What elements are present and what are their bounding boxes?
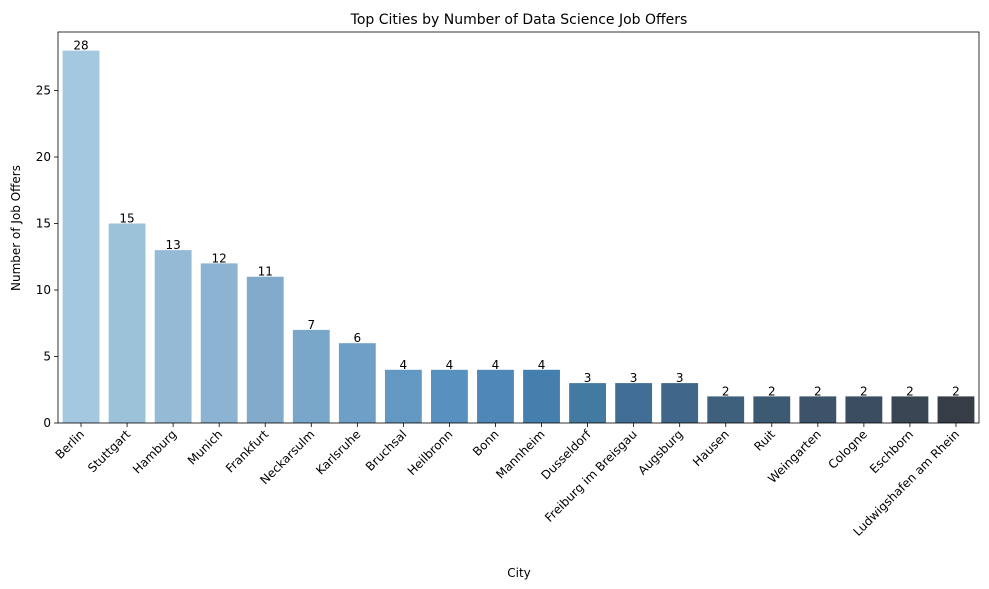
y-axis-label: Number of Job Offers: [9, 165, 23, 291]
x-tick-label: Eschborn: [867, 427, 916, 476]
bar: [937, 396, 975, 423]
bar: [477, 369, 514, 423]
data-label: 6: [353, 331, 361, 345]
y-tick-label: 20: [36, 150, 51, 164]
data-label: 2: [906, 384, 914, 398]
data-label: 4: [400, 358, 408, 372]
x-tick-label: Munich: [185, 427, 225, 467]
bar: [891, 396, 929, 423]
y-tick-label: 5: [43, 350, 51, 364]
x-tick-label: Hamburg: [130, 427, 179, 476]
bar: [384, 369, 422, 423]
data-label: 2: [860, 384, 868, 398]
x-tick-label: Heilbronn: [405, 427, 456, 478]
bar: [292, 329, 330, 423]
data-label: 3: [584, 371, 592, 385]
x-tick-label: Bruchsal: [363, 427, 410, 474]
bar: [431, 369, 468, 423]
bar: [246, 276, 284, 423]
x-tick-label: Ruit: [751, 427, 778, 454]
bar: [523, 369, 560, 423]
data-label: 3: [630, 371, 638, 385]
bar: [62, 50, 100, 424]
data-label: 12: [212, 251, 227, 265]
x-tick-label: Freiburg im Breisgau: [542, 427, 640, 525]
bar: [154, 250, 192, 423]
bar: [569, 383, 606, 423]
x-tick-label: Berlin: [53, 427, 88, 462]
bar: [200, 263, 238, 423]
x-tick-label: Cologne: [825, 427, 870, 472]
chart-title: Top Cities by Number of Data Science Job…: [350, 12, 688, 28]
data-label: 28: [73, 39, 88, 53]
data-label: 4: [492, 358, 500, 372]
x-tick-label: Hausen: [690, 427, 732, 469]
y-tick-label: 25: [36, 84, 51, 98]
bar: [615, 383, 653, 423]
data-label: 7: [307, 318, 315, 332]
y-tick-label: 15: [36, 217, 51, 231]
data-label: 4: [446, 358, 454, 372]
x-axis-label: City: [507, 566, 531, 580]
x-tick-label: Augsburg: [635, 427, 685, 477]
x-tick-label: Karlsruhe: [313, 427, 363, 477]
x-tick-label: Frankfurt: [223, 427, 272, 476]
bar: [707, 396, 745, 423]
data-label: 2: [722, 384, 730, 398]
y-tick-label: 0: [43, 416, 51, 430]
x-tick-label: Bonn: [470, 427, 502, 459]
bar: [799, 396, 837, 423]
data-label: 2: [768, 384, 776, 398]
y-tick-label: 10: [36, 283, 51, 297]
plot-area: 28 Berlin 15 Stuttgart 13 Hamburg 12 Munich 11 Fr…: [36, 31, 980, 539]
bar: [661, 383, 699, 423]
data-label: 4: [538, 358, 546, 372]
data-label: 2: [814, 384, 822, 398]
data-label: 15: [119, 212, 134, 226]
x-tick-label: Stuttgart: [85, 427, 133, 475]
data-label: 13: [165, 238, 180, 252]
data-label: 3: [676, 371, 684, 385]
axes-frame: [57, 31, 980, 424]
bar: [845, 396, 883, 423]
data-label: 2: [952, 384, 960, 398]
data-label: 11: [258, 265, 273, 279]
bar: [338, 343, 376, 423]
bar: [753, 396, 791, 423]
bar: [108, 223, 146, 423]
